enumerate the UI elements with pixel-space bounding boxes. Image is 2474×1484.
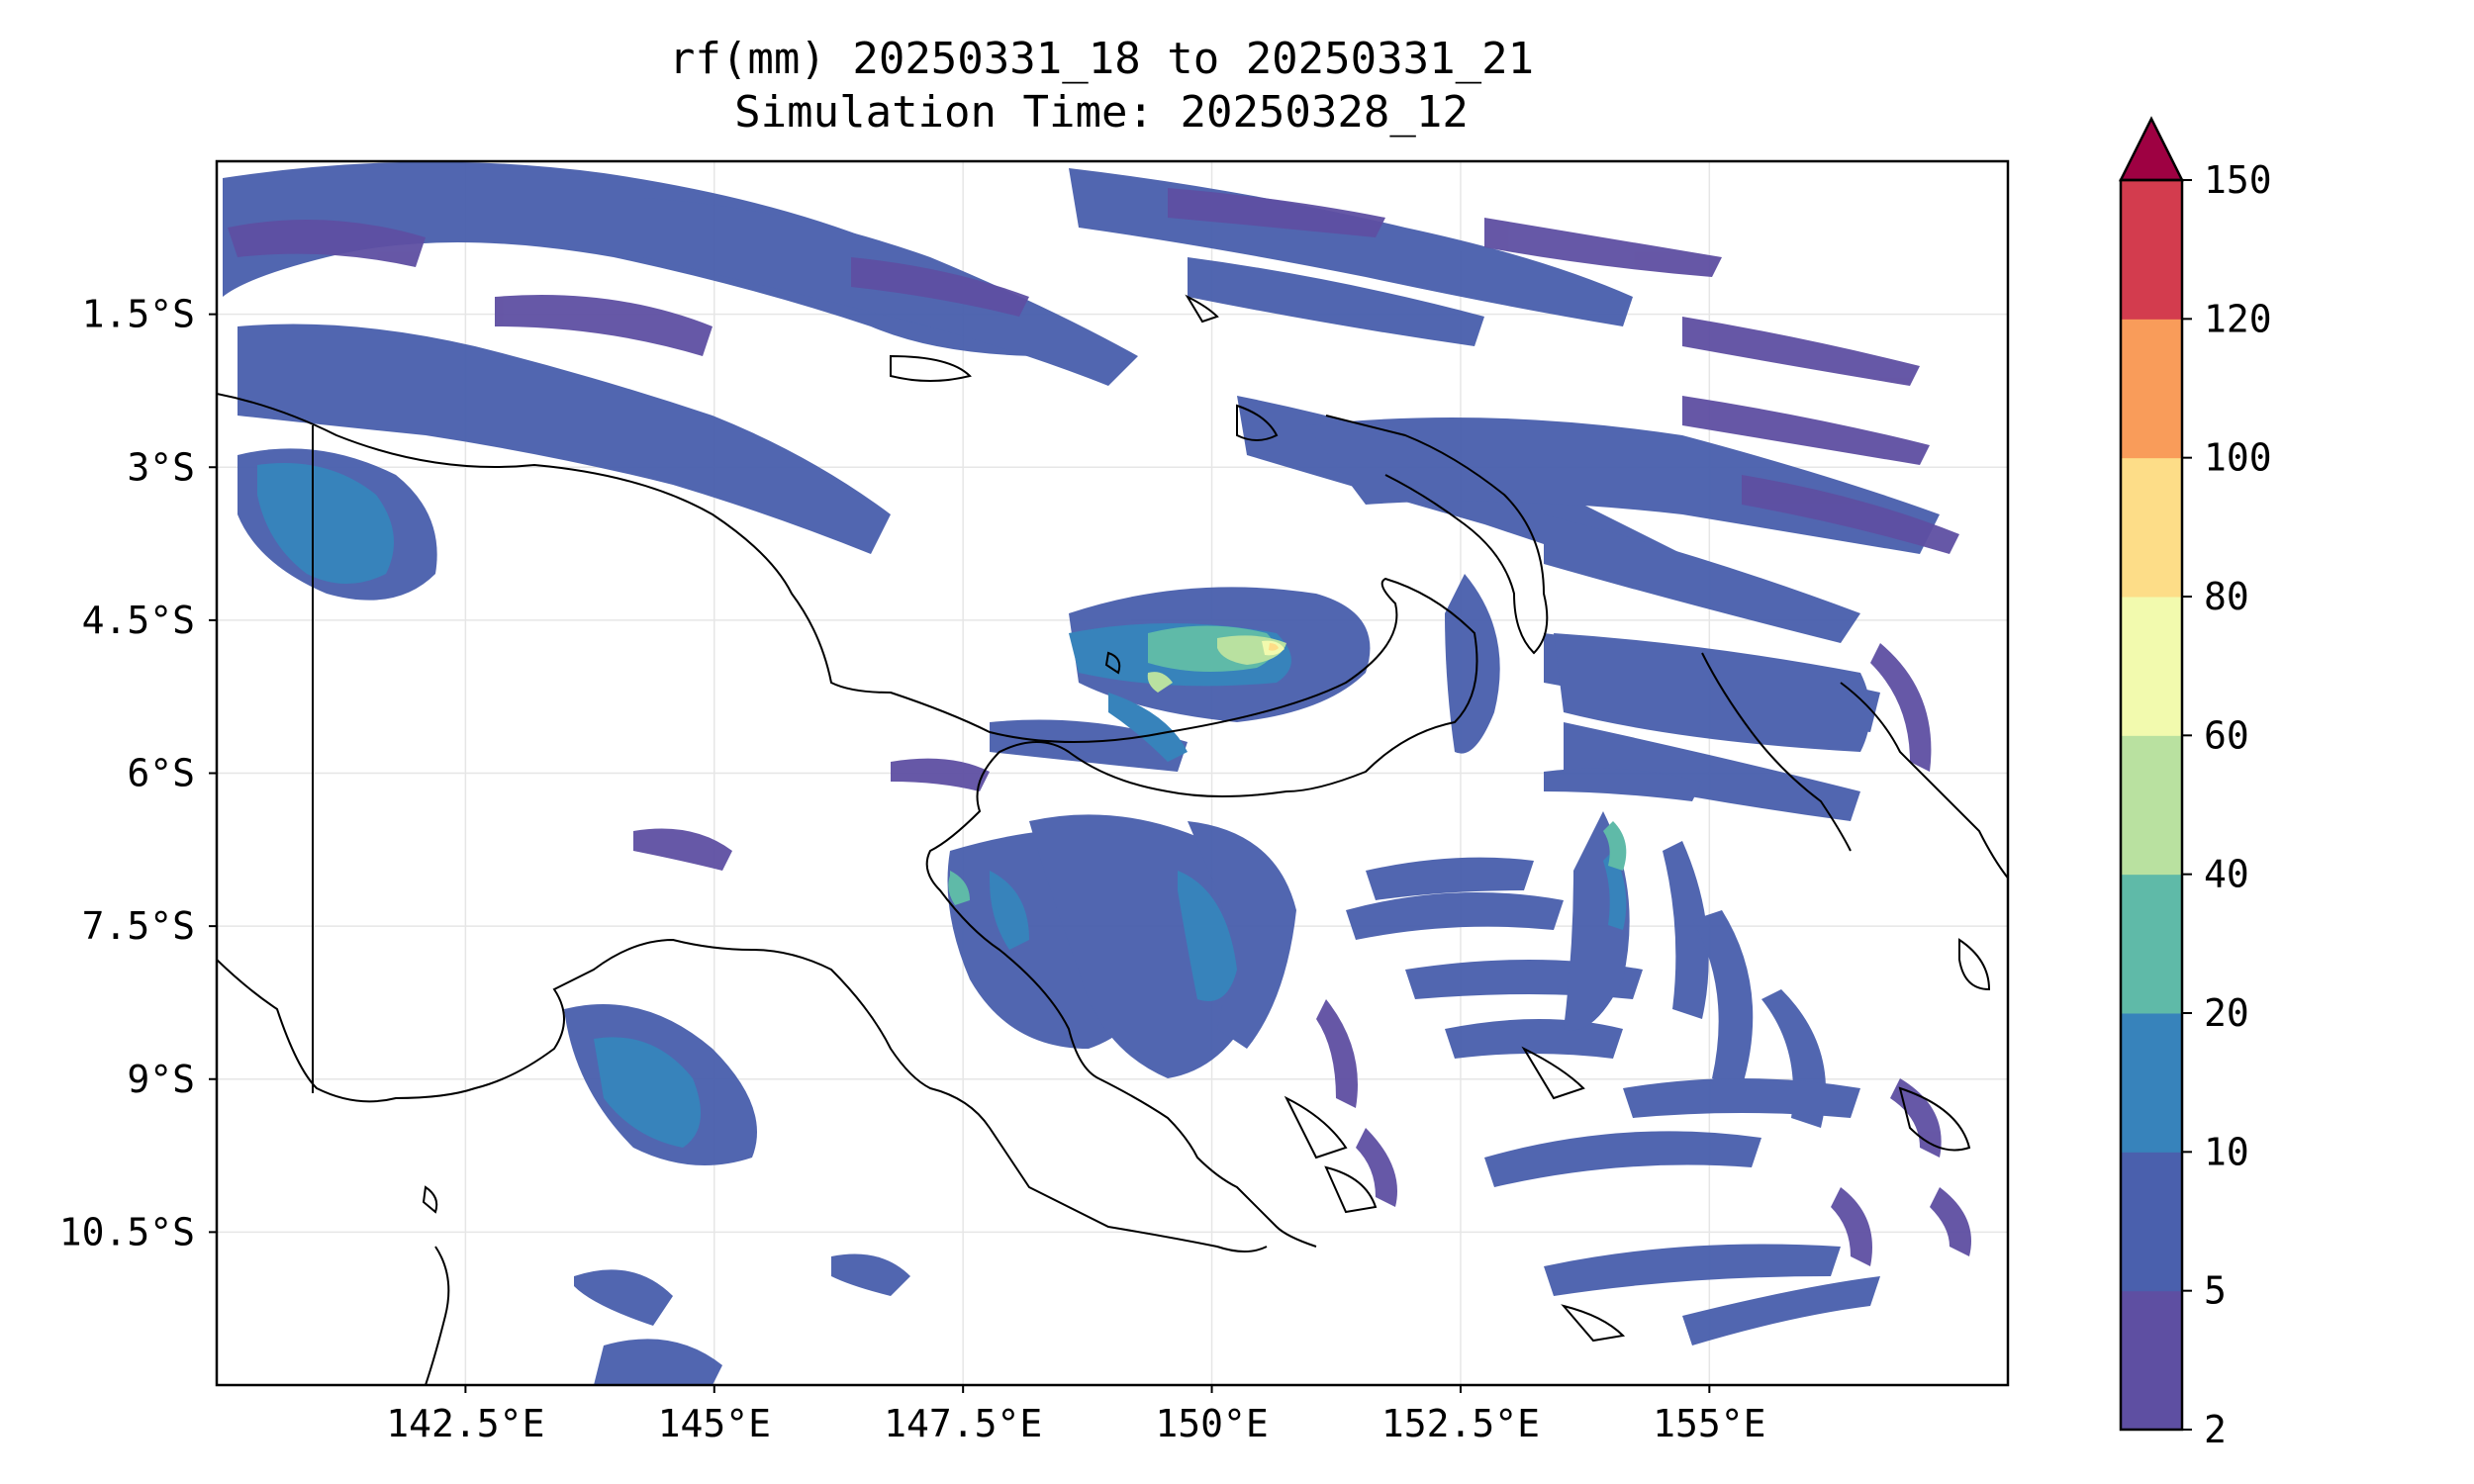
colorbar-segment-1	[2121, 1152, 2182, 1292]
colorbar-label-9: 150	[2204, 158, 2272, 202]
x-axis-ticks: 142.5°E 145°E 147.5°E 150°E 152.5°E 155°E	[386, 1385, 1766, 1445]
rain-field-80-100	[1269, 643, 1279, 651]
colorbar-label-4: 40	[2204, 853, 2249, 896]
colorbar-label-7: 100	[2204, 436, 2272, 480]
colorbar-label-0: 2	[2204, 1408, 2227, 1451]
map-title-line-2: Simulation Time: 20250328_12	[734, 87, 1469, 138]
x-tick-label-0: 142.5°E	[386, 1402, 544, 1445]
rain-field-2-5	[228, 188, 1971, 1266]
y-axis-ticks: 1.5°S 3°S 4.5°S 6°S 7.5°S 9°S 10.5°S	[59, 293, 217, 1253]
y-tick-label-2: 4.5°S	[82, 599, 195, 642]
y-tick-label-5: 9°S	[127, 1058, 195, 1101]
colorbar-segment-7	[2121, 319, 2182, 459]
y-tick-label-6: 10.5°S	[59, 1210, 195, 1253]
colorbar-extend-triangle	[2118, 116, 2185, 182]
colorbar-segment-0	[2121, 1290, 2182, 1431]
x-tick-label-5: 155°E	[1653, 1402, 1765, 1445]
coastlines	[217, 294, 2008, 1385]
colorbar: 2 5 10 20 40 60 80 100 120 150	[2118, 116, 2272, 1451]
x-tick-label-2: 147.5°E	[884, 1402, 1042, 1445]
y-tick-label-0: 1.5°S	[82, 293, 195, 336]
x-tick-label-3: 150°E	[1155, 1402, 1268, 1445]
colorbar-label-5: 60	[2204, 713, 2249, 757]
colorbar-segment-3	[2121, 874, 2182, 1014]
precipitation-field	[217, 161, 2008, 1385]
y-tick-label-3: 6°S	[127, 752, 195, 795]
colorbar-label-3: 20	[2204, 991, 2249, 1035]
colorbar-label-1: 5	[2204, 1269, 2227, 1313]
colorbar-label-8: 120	[2204, 297, 2272, 340]
colorbar-segment-6	[2121, 457, 2182, 598]
colorbar-segment-5	[2121, 597, 2182, 736]
rain-field-5-10	[223, 161, 1940, 1385]
colorbar-label-6: 80	[2204, 575, 2249, 618]
colorbar-segment-4	[2121, 735, 2182, 876]
colorbar-segment-2	[2121, 1013, 2182, 1153]
x-tick-label-4: 152.5°E	[1381, 1402, 1540, 1445]
colorbar-segment-8	[2121, 180, 2182, 320]
colorbar-frame	[2119, 178, 2184, 1432]
colorbar-label-2: 10	[2204, 1130, 2249, 1173]
map-title-line-1: rf(mm) 20250331_18 to 20250331_21	[668, 34, 1535, 84]
x-tick-label-1: 145°E	[658, 1402, 771, 1445]
y-tick-label-4: 7.5°S	[82, 904, 195, 948]
y-tick-label-1: 3°S	[127, 445, 195, 489]
